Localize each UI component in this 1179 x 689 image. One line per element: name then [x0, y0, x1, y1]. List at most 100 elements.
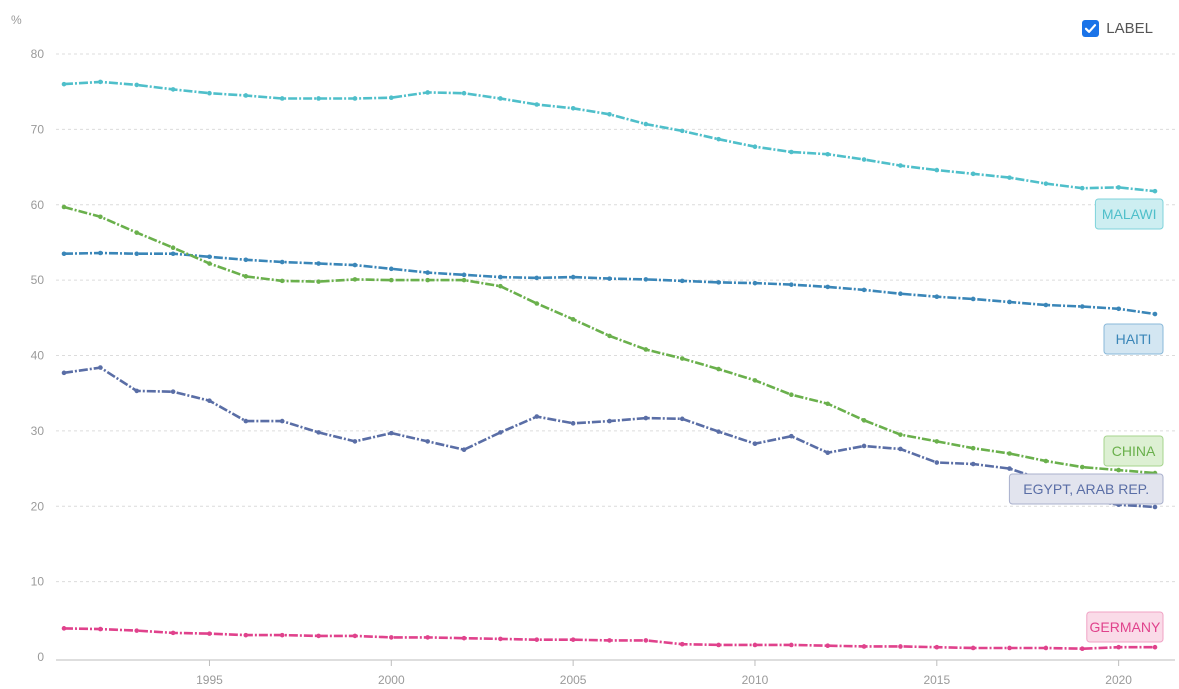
data-point-egypt-arab-rep: [316, 430, 321, 435]
y-tick-label: 40: [31, 349, 45, 363]
data-point-haiti: [934, 294, 940, 300]
data-point-china: [243, 274, 249, 279]
data-point-haiti: [861, 287, 867, 293]
data-point-egypt-arab-rep: [825, 450, 830, 456]
data-point-egypt-arab-rep: [389, 430, 394, 436]
data-point-egypt-arab-rep: [1007, 466, 1012, 471]
data-point-egypt-arab-rep: [898, 446, 903, 452]
y-tick-label: 10: [31, 575, 45, 589]
x-tick-label: 2005: [560, 673, 587, 687]
data-point-malawi: [570, 105, 576, 111]
data-point-haiti: [389, 266, 394, 272]
data-point-germany: [934, 644, 940, 650]
data-point-egypt-arab-rep: [243, 418, 249, 424]
data-point-malawi: [389, 95, 394, 101]
data-point-malawi: [934, 167, 940, 173]
series-label-malawi: MALAWI: [1094, 198, 1164, 230]
data-point-malawi: [752, 144, 758, 150]
data-point-egypt-arab-rep: [970, 461, 976, 467]
series-label-germany: GERMANY: [1086, 611, 1164, 643]
y-tick-label: 50: [31, 273, 45, 287]
data-point-egypt-arab-rep: [752, 441, 758, 446]
data-point-haiti: [316, 261, 321, 266]
data-point-china: [498, 283, 503, 289]
data-point-egypt-arab-rep: [643, 415, 649, 421]
data-point-germany: [643, 638, 649, 643]
data-point-malawi: [134, 82, 140, 88]
data-point-germany: [789, 642, 794, 648]
data-point-egypt-arab-rep: [934, 460, 940, 465]
data-point-china: [134, 230, 140, 235]
data-point-germany: [389, 635, 394, 640]
data-point-haiti: [1079, 304, 1085, 309]
data-point-china: [970, 445, 976, 451]
data-point-germany: [716, 642, 721, 648]
data-point-china: [789, 392, 794, 397]
data-point-haiti: [1116, 306, 1121, 312]
data-point-malawi: [207, 90, 212, 96]
y-tick-label: 30: [31, 424, 45, 438]
data-point-china: [207, 261, 212, 266]
label-checkbox[interactable]: [1082, 20, 1100, 37]
data-point-haiti: [61, 251, 67, 257]
series-label-text: MALAWI: [1102, 206, 1157, 222]
data-point-germany: [243, 632, 249, 638]
data-point-egypt-arab-rep: [534, 414, 540, 419]
data-point-china: [643, 347, 649, 352]
data-point-haiti: [279, 259, 285, 265]
data-point-germany: [1152, 644, 1158, 650]
y-tick-label: 20: [31, 499, 45, 513]
data-point-malawi: [1116, 185, 1121, 190]
data-point-germany: [534, 637, 540, 642]
data-point-haiti: [425, 270, 430, 275]
data-point-egypt-arab-rep: [98, 365, 103, 370]
x-tick-label: 1995: [196, 673, 223, 687]
data-point-egypt-arab-rep: [279, 418, 285, 424]
label-toggle[interactable]: LABEL: [1082, 20, 1153, 37]
data-point-germany: [970, 645, 976, 651]
data-point-china: [170, 245, 176, 251]
data-point-haiti: [98, 250, 103, 256]
data-point-haiti: [170, 251, 176, 257]
y-tick-label: 0: [37, 650, 44, 664]
data-point-malawi: [61, 81, 67, 87]
x-tick-label: 2010: [742, 673, 769, 687]
y-tick-label: 80: [31, 47, 45, 61]
data-point-malawi: [825, 151, 830, 157]
data-point-china: [898, 432, 903, 437]
data-point-malawi: [898, 163, 903, 168]
data-point-egypt-arab-rep: [134, 388, 140, 394]
data-point-egypt-arab-rep: [1152, 504, 1158, 510]
data-point-china: [1007, 451, 1012, 456]
data-point-egypt-arab-rep: [679, 416, 685, 422]
data-point-haiti: [461, 272, 467, 278]
data-point-china: [752, 378, 758, 383]
data-point-haiti: [498, 274, 503, 280]
data-point-china: [389, 277, 394, 283]
checkmark-icon: [1085, 24, 1097, 33]
data-point-malawi: [316, 96, 321, 101]
data-point-malawi: [170, 87, 176, 92]
data-point-egypt-arab-rep: [61, 370, 67, 376]
data-point-malawi: [861, 157, 867, 162]
series-label-text: EGYPT, ARAB REP.: [1023, 481, 1149, 497]
series-label-box: [1094, 198, 1164, 230]
data-point-germany: [1043, 645, 1049, 651]
y-tick-label: 60: [31, 198, 45, 212]
data-point-germany: [752, 642, 758, 648]
data-point-malawi: [679, 128, 685, 134]
label-toggle-text: LABEL: [1106, 20, 1153, 37]
data-point-germany: [461, 635, 467, 641]
data-point-haiti: [352, 262, 358, 268]
data-point-haiti: [1007, 299, 1012, 305]
series-label-box: [1103, 435, 1164, 467]
data-point-egypt-arab-rep: [716, 429, 721, 434]
data-point-malawi: [425, 90, 430, 95]
data-point-malawi: [534, 102, 540, 107]
series-line-egypt-arab-rep: [63, 366, 1156, 509]
data-point-china: [534, 301, 540, 306]
data-point-haiti: [716, 280, 721, 285]
data-point-malawi: [643, 121, 649, 127]
series-label-text: HAITI: [1116, 331, 1152, 347]
